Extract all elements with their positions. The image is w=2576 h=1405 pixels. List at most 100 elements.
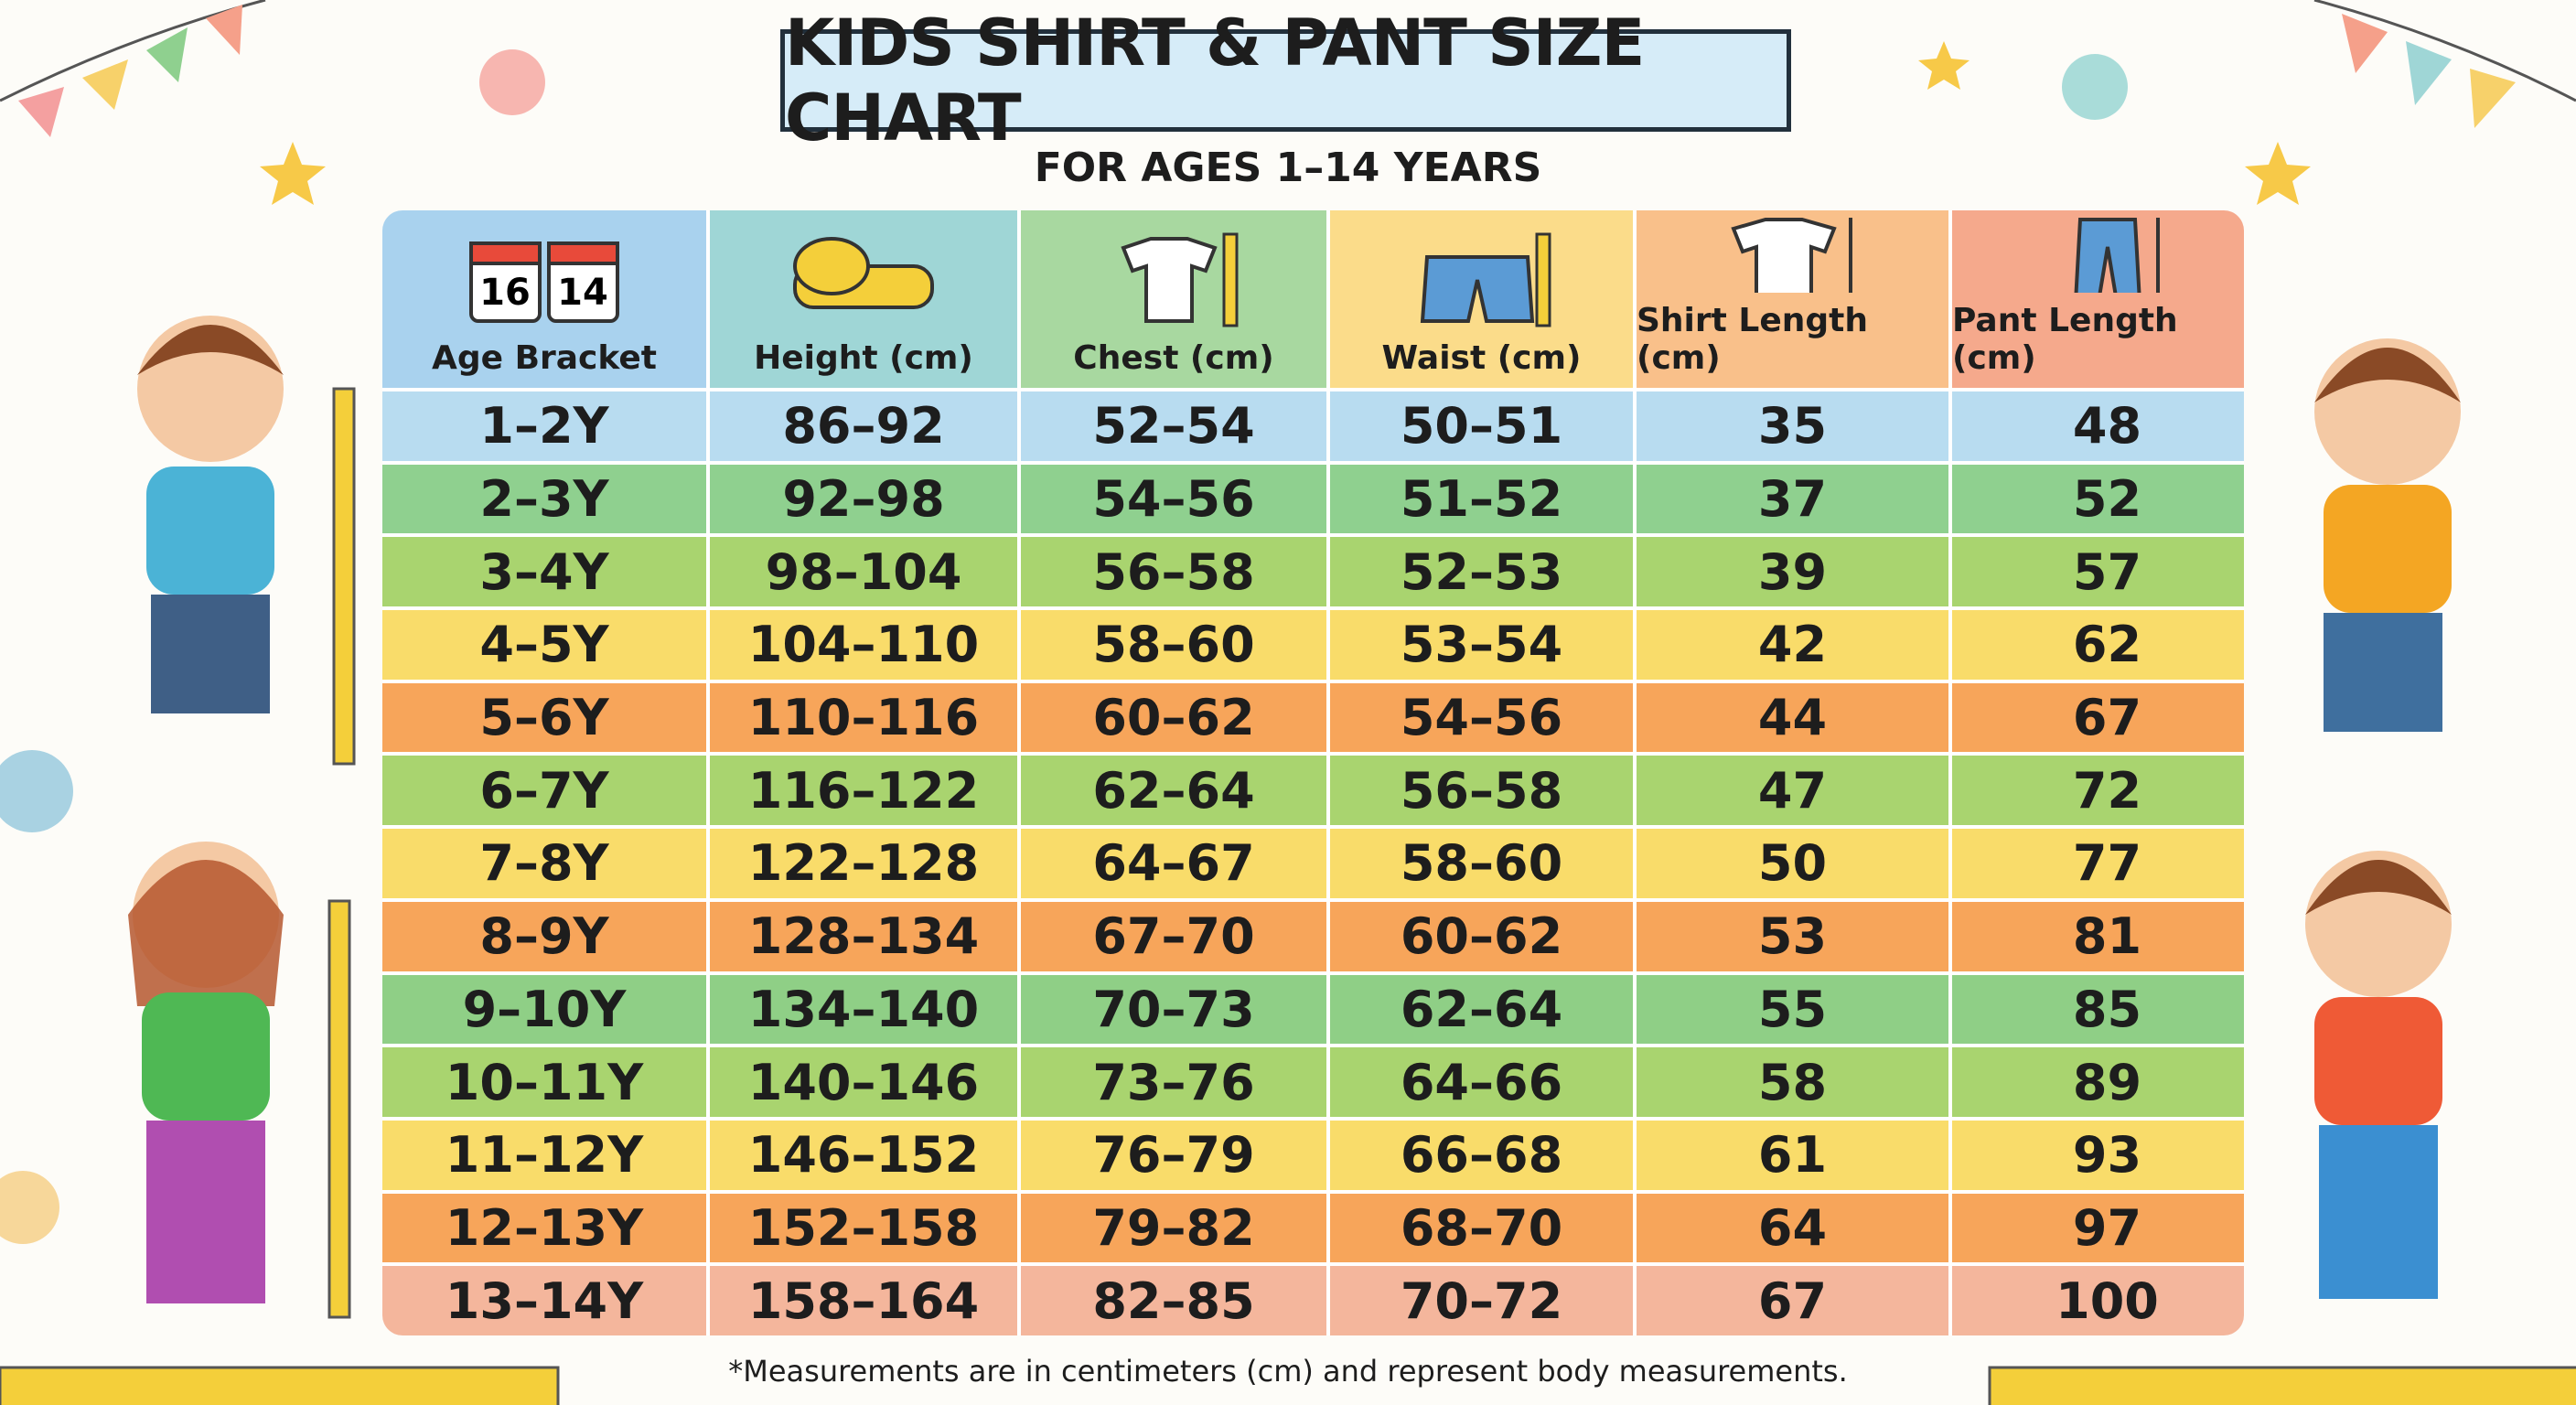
table-cell: 35 <box>1637 391 1948 461</box>
column-label: Pant Length (cm) <box>1952 302 2178 377</box>
table-cell: 60–62 <box>1330 901 1633 971</box>
table-cell: 6–7Y <box>382 756 706 826</box>
column-icon <box>1730 218 1852 293</box>
table-cell: 57 <box>1952 537 2244 607</box>
table-cell: 67–70 <box>1021 901 1326 971</box>
subtitle: FOR AGES 1–14 YEARS <box>1034 145 1542 191</box>
column-header: Waist (cm) <box>1330 210 1633 388</box>
table-cell: 54–56 <box>1021 464 1326 534</box>
table-cell: 62–64 <box>1330 974 1633 1045</box>
table-cell: 92–98 <box>710 464 1017 534</box>
table-cell: 79–82 <box>1021 1193 1326 1263</box>
table-cell: 48 <box>1952 391 2244 461</box>
table-cell: 1–2Y <box>382 391 706 461</box>
table-cell: 53–54 <box>1330 610 1633 680</box>
table-cell: 42 <box>1637 610 1948 680</box>
table-cell: 100 <box>1952 1266 2244 1335</box>
table-cell: 52–54 <box>1021 391 1326 461</box>
table-cell: 55 <box>1637 974 1948 1045</box>
table-cell: 86–92 <box>710 391 1017 461</box>
table-cell: 58–60 <box>1021 610 1326 680</box>
calendar-number: 14 <box>557 272 608 314</box>
table-cell: 37 <box>1637 464 1948 534</box>
table-cell: 50–51 <box>1330 391 1633 461</box>
table-cell: 51–52 <box>1330 464 1633 534</box>
column-icon <box>2074 218 2160 293</box>
table-cell: 56–58 <box>1330 756 1633 826</box>
table-cell: 110–116 <box>710 682 1017 753</box>
table-cell: 104–110 <box>710 610 1017 680</box>
table-cell: 54–56 <box>1330 682 1633 753</box>
footnote: *Measurements are in centimeters (cm) an… <box>728 1354 1848 1389</box>
table-cell: 62 <box>1952 610 2244 680</box>
table-cell: 72 <box>1952 756 2244 826</box>
table-cell: 81 <box>1952 901 2244 971</box>
table-cell: 4–5Y <box>382 610 706 680</box>
table-cell: 13–14Y <box>382 1266 706 1335</box>
column-icon <box>1121 232 1239 327</box>
table-cell: 44 <box>1637 682 1948 753</box>
column-header: 16 14 Age Bracket <box>382 210 706 388</box>
column-icon <box>1420 232 1551 327</box>
size-table: 16 14 Age Bracket Height (cm) Chest (cm) Wais… <box>382 210 2244 1335</box>
table-cell: 122–128 <box>710 829 1017 898</box>
table-cell: 10–11Y <box>382 1047 706 1117</box>
table-cell: 64–66 <box>1330 1047 1633 1117</box>
table-cell: 58–60 <box>1330 829 1633 898</box>
table-cell: 52 <box>1952 464 2244 534</box>
table-cell: 93 <box>1952 1120 2244 1190</box>
table-cell: 39 <box>1637 537 1948 607</box>
table-cell: 53 <box>1637 901 1948 971</box>
table-cell: 62–64 <box>1021 756 1326 826</box>
table-cell: 140–146 <box>710 1047 1017 1117</box>
table-cell: 97 <box>1952 1193 2244 1263</box>
table-cell: 64 <box>1637 1193 1948 1263</box>
column-label: Chest (cm) <box>1073 339 1274 377</box>
column-header: Height (cm) <box>710 210 1017 388</box>
calendar-number: 16 <box>479 272 531 314</box>
table-cell: 146–152 <box>710 1120 1017 1190</box>
column-icon: 16 14 <box>469 241 619 323</box>
table-cell: 64–67 <box>1021 829 1326 898</box>
table-cell: 68–70 <box>1330 1193 1633 1263</box>
title: KIDS SHIRT & PANT SIZE CHART <box>780 5 1791 156</box>
table-cell: 128–134 <box>710 901 1017 971</box>
table-cell: 3–4Y <box>382 537 706 607</box>
column-header: Pant Length (cm) <box>1952 210 2244 388</box>
table-cell: 134–140 <box>710 974 1017 1045</box>
column-header: Shirt Length (cm) <box>1637 210 1948 388</box>
column-label: Shirt Length (cm) <box>1637 302 1868 377</box>
table-cell: 158–164 <box>710 1266 1017 1335</box>
table-cell: 11–12Y <box>382 1120 706 1190</box>
table-cell: 66–68 <box>1330 1120 1633 1190</box>
table-cell: 7–8Y <box>382 829 706 898</box>
table-cell: 82–85 <box>1021 1266 1326 1335</box>
table-cell: 5–6Y <box>382 682 706 753</box>
column-label: Age Bracket <box>431 339 657 377</box>
table-cell: 61 <box>1637 1120 1948 1190</box>
table-cell: 67 <box>1952 682 2244 753</box>
table-cell: 60–62 <box>1021 682 1326 753</box>
table-cell: 9–10Y <box>382 974 706 1045</box>
column-icon <box>793 237 934 309</box>
column-label: Height (cm) <box>754 339 973 377</box>
table-cell: 89 <box>1952 1047 2244 1117</box>
table-cell: 8–9Y <box>382 901 706 971</box>
table-cell: 58 <box>1637 1047 1948 1117</box>
table-cell: 77 <box>1952 829 2244 898</box>
table-cell: 73–76 <box>1021 1047 1326 1117</box>
column-header: Chest (cm) <box>1021 210 1326 388</box>
table-cell: 70–72 <box>1330 1266 1633 1335</box>
column-label: Waist (cm) <box>1381 339 1582 377</box>
kid-illustration <box>128 316 2461 1319</box>
table-cell: 56–58 <box>1021 537 1326 607</box>
table-cell: 2–3Y <box>382 464 706 534</box>
table-cell: 50 <box>1637 829 1948 898</box>
table-cell: 85 <box>1952 974 2244 1045</box>
table-cell: 98–104 <box>710 537 1017 607</box>
table-cell: 116–122 <box>710 756 1017 826</box>
table-cell: 47 <box>1637 756 1948 826</box>
table-cell: 52–53 <box>1330 537 1633 607</box>
